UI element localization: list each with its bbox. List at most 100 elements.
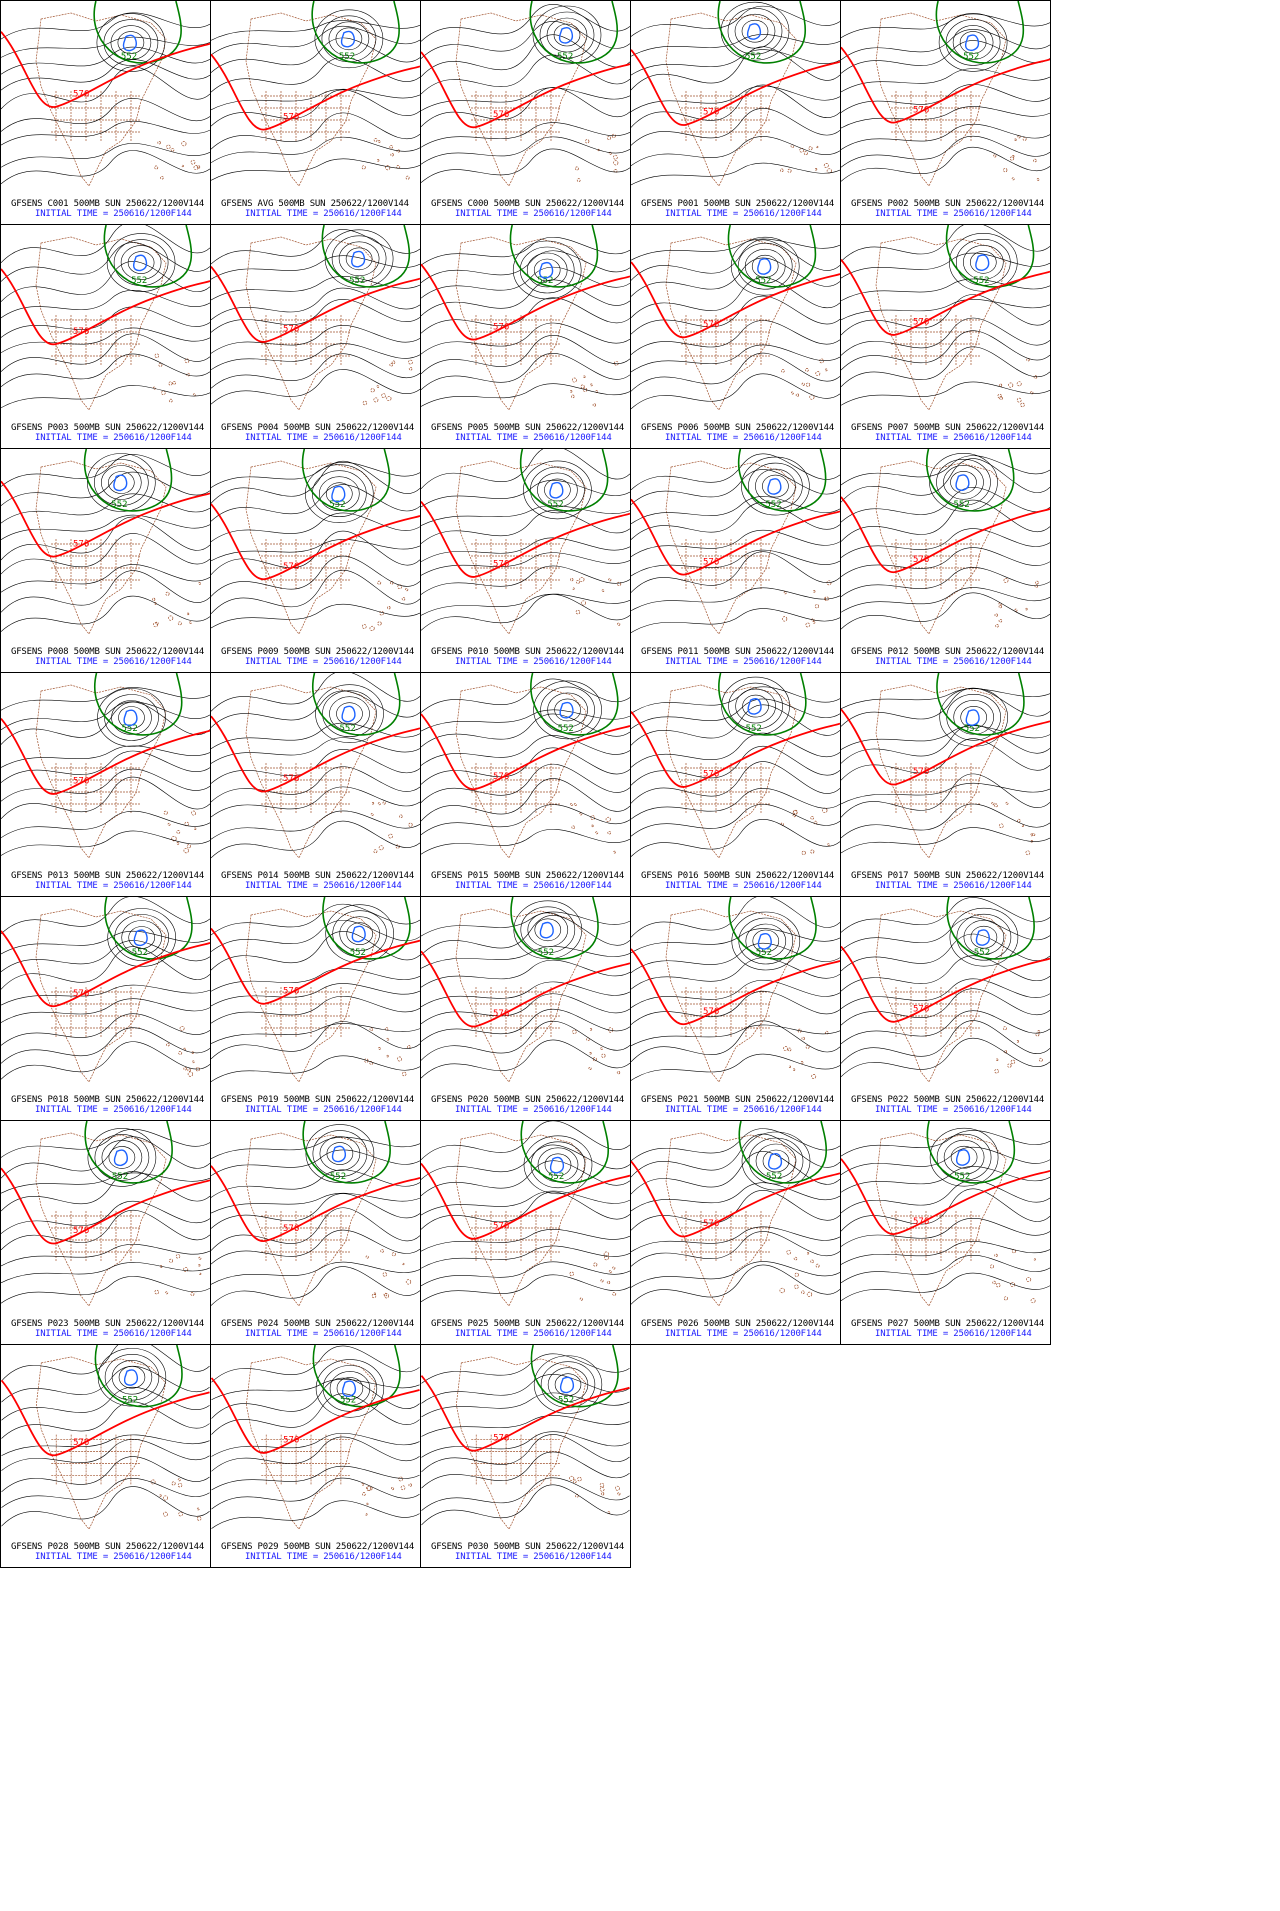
map-plot: 552 576 [421, 1345, 630, 1530]
geography-outline [875, 12, 1040, 187]
geography-outline [35, 236, 196, 411]
map-title: GFSENS P015 500MB SUN 250622/1200V144 [431, 871, 625, 881]
initial-time: INITIAL TIME = 250616/1200F144 [245, 1329, 402, 1339]
map-plot: 552 576 [841, 673, 1050, 859]
map-plot: 552 576 [421, 1, 630, 187]
initial-time: INITIAL TIME = 250616/1200F144 [245, 657, 402, 667]
low-center-contour [975, 929, 990, 946]
height-contours [211, 673, 420, 859]
ensemble-member-map: 552 576 GFSENS P010 500MB SUN 250622/1200V… [420, 448, 631, 673]
height-contours [211, 9, 420, 181]
initial-time: INITIAL TIME = 250616/1200F144 [455, 433, 612, 443]
contour-576 [1, 718, 210, 795]
initial-time: INITIAL TIME = 250616/1200F144 [455, 1105, 612, 1115]
contour-552 [935, 1, 1025, 64]
contour-552-label: 552 [121, 52, 137, 62]
map-plot: 552 576 [841, 1, 1050, 187]
initial-time: INITIAL TIME = 250616/1200F144 [455, 881, 612, 891]
ensemble-member-map: 552 576 GFSENS P007 500MB SUN 250622/1200V… [840, 224, 1051, 449]
ensemble-member-map: 552 576 GFSENS P026 500MB SUN 250622/1200V… [630, 1120, 841, 1345]
contour-552 [302, 1121, 391, 1184]
contour-552-label: 552 [122, 1396, 138, 1406]
ensemble-member-map: 552 576 GFSENS P011 500MB SUN 250622/1200V… [630, 448, 841, 673]
contour-576-label: 576 [283, 774, 299, 784]
initial-time: INITIAL TIME = 250616/1200F144 [245, 433, 402, 443]
contour-576-label: 576 [73, 1226, 89, 1236]
ensemble-member-map: 552 576 GFSENS C000 500MB SUN 250622/1200V… [420, 0, 631, 225]
ensemble-member-map: 552 576 GFSENS P016 500MB SUN 250622/1200V… [630, 672, 841, 897]
map-plot: 552 576 [211, 225, 420, 411]
low-center-contour [549, 1156, 565, 1174]
geography-outline [455, 908, 621, 1083]
map-title: GFSENS P010 500MB SUN 250622/1200V144 [431, 647, 625, 657]
height-contours [211, 460, 420, 629]
map-plot: 552 576 [421, 897, 630, 1083]
map-plot: 552 576 [211, 1, 420, 187]
low-center-contour [767, 478, 782, 495]
map-plot: 552 576 [211, 1345, 420, 1530]
contour-576-label: 576 [283, 112, 299, 122]
contour-552 [936, 673, 1025, 736]
ensemble-member-map: 552 576 GFSENS C001 500MB SUN 250622/1200V… [0, 0, 211, 225]
map-title: GFSENS P029 500MB SUN 250622/1200V144 [221, 1542, 415, 1552]
height-contours [841, 13, 1050, 182]
geography-outline [665, 460, 832, 635]
map-plot: 552 576 [631, 673, 840, 859]
contour-552-label: 552 [329, 500, 345, 510]
contour-552-label: 552 [756, 948, 772, 958]
low-center-contour [747, 698, 762, 715]
map-title: GFSENS P016 500MB SUN 250622/1200V144 [641, 871, 835, 881]
height-contours [841, 687, 1050, 854]
contour-552 [322, 897, 411, 960]
contour-552 [718, 673, 807, 736]
map-title: GFSENS C001 500MB SUN 250622/1200V144 [11, 199, 205, 209]
contour-576-label: 576 [913, 1005, 929, 1015]
height-contours [421, 237, 630, 407]
map-title: GFSENS C000 500MB SUN 250622/1200V144 [431, 199, 625, 209]
initial-time: INITIAL TIME = 250616/1200F144 [875, 881, 1032, 891]
ensemble-member-map: 552 576 GFSENS P001 500MB SUN 250622/1200V… [630, 0, 841, 225]
contour-576-label: 576 [73, 539, 89, 549]
contour-552 [738, 449, 827, 512]
contour-552 [530, 1345, 619, 1408]
initial-time: INITIAL TIME = 250616/1200F144 [245, 1552, 402, 1562]
initial-time: INITIAL TIME = 250616/1200F144 [875, 209, 1032, 219]
contour-576 [421, 51, 630, 128]
contour-552-label: 552 [547, 500, 563, 510]
initial-time: INITIAL TIME = 250616/1200F144 [35, 881, 192, 891]
ensemble-member-map: 552 576 GFSENS P009 500MB SUN 250622/1200V… [210, 448, 421, 673]
height-contours [841, 1127, 1050, 1301]
contour-576 [631, 261, 840, 338]
initial-time: INITIAL TIME = 250616/1200F144 [665, 881, 822, 891]
initial-time: INITIAL TIME = 250616/1200F144 [665, 1105, 822, 1115]
geography-outline [35, 1132, 202, 1307]
contour-576-label: 576 [283, 1224, 299, 1234]
contour-576-label: 576 [703, 1219, 719, 1229]
initial-time: INITIAL TIME = 250616/1200F144 [665, 433, 822, 443]
map-plot: 552 576 [841, 449, 1050, 635]
map-title: GFSENS P026 500MB SUN 250622/1200V144 [641, 1319, 835, 1329]
initial-time: INITIAL TIME = 250616/1200F144 [35, 657, 192, 667]
geography-outline [35, 908, 200, 1083]
contour-552-label: 552 [766, 1172, 782, 1182]
map-title: GFSENS P018 500MB SUN 250622/1200V144 [11, 1095, 205, 1105]
ensemble-member-map: 552 576 GFSENS P018 500MB SUN 250622/1200V… [0, 896, 211, 1121]
low-center-contour [767, 1152, 783, 1170]
low-center-contour [123, 709, 138, 727]
ensemble-member-map: 552 576 GFSENS AVG 500MB SUN 250622/1200V1… [210, 0, 421, 225]
initial-time: INITIAL TIME = 250616/1200F144 [245, 209, 402, 219]
initial-time: INITIAL TIME = 250616/1200F144 [875, 1329, 1032, 1339]
contour-552-label: 552 [755, 276, 771, 286]
ensemble-member-map: 552 576 GFSENS P005 500MB SUN 250622/1200V… [420, 224, 631, 449]
geography-outline [875, 1132, 1036, 1307]
contour-552-label: 552 [349, 276, 365, 286]
map-plot: 552 576 [841, 225, 1050, 411]
low-center-contour [341, 705, 356, 723]
contour-552 [301, 449, 391, 512]
low-center-contour [351, 250, 366, 268]
initial-time: INITIAL TIME = 250616/1200F144 [455, 209, 612, 219]
ensemble-member-map: 552 576 GFSENS P027 500MB SUN 250622/1200V… [840, 1120, 1051, 1345]
contour-552 [321, 225, 411, 288]
initial-time: INITIAL TIME = 250616/1200F144 [35, 1329, 192, 1339]
contour-552-label: 552 [954, 1172, 970, 1182]
